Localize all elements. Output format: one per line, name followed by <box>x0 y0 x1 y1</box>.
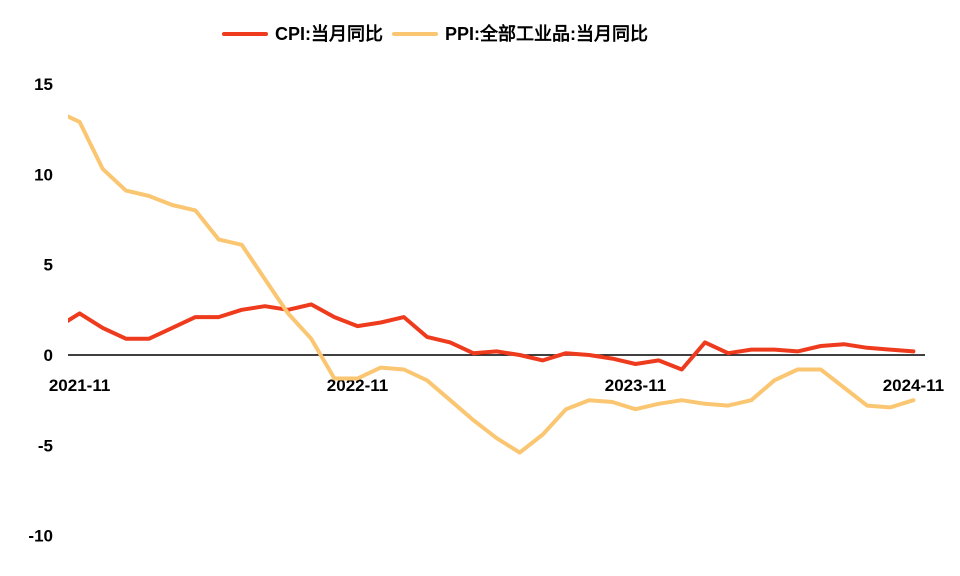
x-axis-tick: 2023-11 <box>605 376 666 395</box>
y-axis-tick: -5 <box>38 436 53 455</box>
cpi-line <box>68 302 916 372</box>
cpi-legend-label: CPI:当月同比 <box>275 24 383 44</box>
y-axis-tick: 5 <box>44 256 53 275</box>
legend-item-cpi: CPI:当月同比 <box>222 25 383 43</box>
x-axis-tick: 2022-11 <box>327 376 388 395</box>
chart-legend: CPI:当月同比 PPI:全部工业品:当月同比 <box>222 25 648 43</box>
cpi-line-swatch <box>222 32 268 36</box>
ppi-legend-label: PPI:全部工业品:当月同比 <box>445 24 649 44</box>
y-axis-tick: -10 <box>28 527 53 546</box>
x-axis-tick: 2024-11 <box>883 376 944 395</box>
y-axis-tick: 10 <box>34 165 53 184</box>
legend-item-ppi: PPI:全部工业品:当月同比 <box>392 25 648 43</box>
y-axis-tick: 15 <box>34 75 53 94</box>
ppi-line-swatch <box>392 32 438 36</box>
ppi-line <box>68 114 916 455</box>
y-axis-tick: 0 <box>44 346 53 365</box>
x-axis-tick: 2021-11 <box>49 376 110 395</box>
